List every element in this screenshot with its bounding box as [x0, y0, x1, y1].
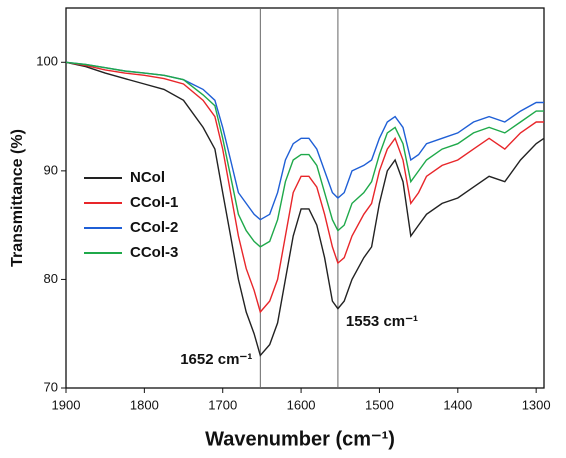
- legend-label: CCol-2: [130, 219, 178, 236]
- series-line: [65, 61, 544, 314]
- plot-frame: [65, 7, 545, 389]
- x-axis-label: Wavenumber (cm⁻¹): [205, 428, 395, 450]
- x-tick-label: 1800: [130, 397, 159, 412]
- y-tick-label: 90: [44, 162, 58, 177]
- series-line: [65, 61, 544, 248]
- x-tick-label: 1400: [443, 397, 472, 412]
- series-line: [65, 61, 544, 221]
- series-line: [65, 61, 545, 357]
- x-tick-label: 1700: [208, 397, 237, 412]
- legend-label: NCol: [130, 169, 165, 186]
- annotation: 1652 cm⁻¹: [180, 351, 252, 368]
- x-tick-label: 1300: [522, 397, 551, 412]
- x-tick-label: 1500: [365, 397, 394, 412]
- y-tick-label: 80: [44, 271, 58, 286]
- y-tick-label: 100: [36, 54, 58, 69]
- x-tick-label: 1600: [287, 397, 316, 412]
- y-tick-label: 70: [44, 379, 58, 394]
- legend-label: CCol-3: [130, 244, 178, 261]
- y-axis-label: Transmittance (%): [9, 129, 26, 267]
- annotation: 1553 cm⁻¹: [346, 313, 418, 330]
- legend-label: CCol-1: [130, 194, 178, 211]
- x-tick-label: 1900: [52, 397, 81, 412]
